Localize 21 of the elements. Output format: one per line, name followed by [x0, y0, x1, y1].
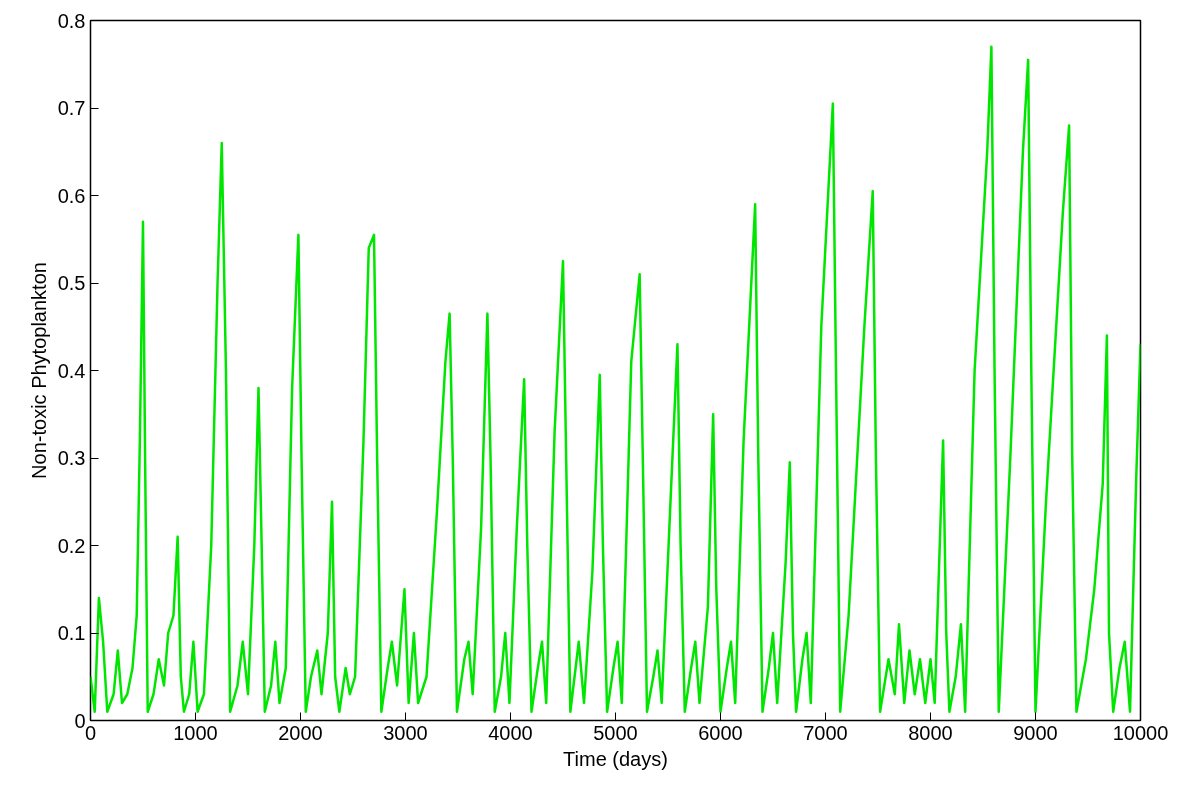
- line-series: [90, 45, 1141, 713]
- x-tick-label: 4000: [488, 721, 533, 744]
- x-tick-label: 3000: [383, 721, 428, 744]
- y-tick-label: 0.6: [57, 184, 86, 207]
- y-tick-label: 0.1: [57, 622, 86, 644]
- x-tick-label: 1000: [173, 721, 218, 744]
- x-axis-title: Time (days): [563, 747, 668, 770]
- y-tick-label: 0.5: [57, 272, 86, 294]
- x-tick-label: 6000: [698, 721, 743, 744]
- y-tick-label: 0.7: [57, 97, 86, 119]
- x-tick-label: 5000: [593, 721, 638, 744]
- y-tick-label: 0.2: [57, 534, 86, 557]
- x-tick-label: 7000: [803, 721, 848, 744]
- x-tick-label: 9000: [1013, 721, 1058, 744]
- y-tick-label: 0.8: [57, 9, 86, 32]
- y-tick-label: 0.3: [57, 447, 86, 469]
- x-tick-label: 8000: [908, 721, 953, 744]
- x-tick-label: 10000: [1112, 721, 1169, 744]
- y-tick-label: 0.4: [57, 359, 86, 382]
- y-axis-title: Non-toxic Phytoplankton: [27, 262, 50, 479]
- x-tick-label: 2000: [278, 721, 323, 744]
